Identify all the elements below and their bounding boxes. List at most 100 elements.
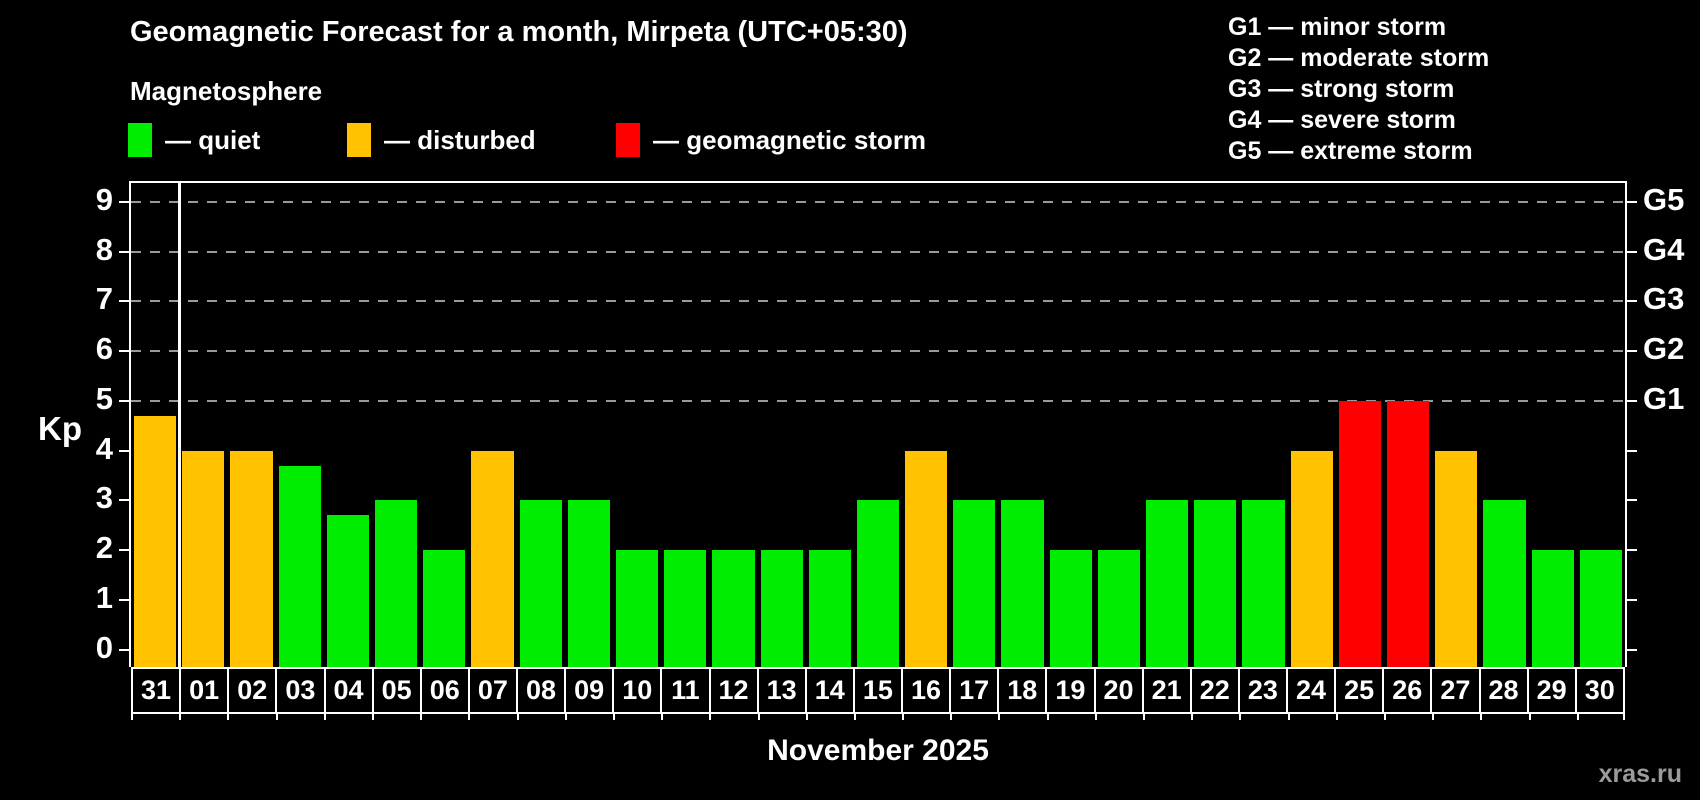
- legend-item-disturbed: — disturbed: [347, 122, 536, 158]
- g-level-label: G3: [1643, 281, 1685, 317]
- kp-bar-day-25: [1338, 400, 1382, 667]
- g-legend-line: G5 — extreme storm: [1228, 137, 1473, 165]
- y-tick-label: 2: [95, 530, 113, 566]
- gridline-kp5: [131, 399, 1625, 402]
- day-boundary-tick: [1094, 712, 1097, 720]
- kp-bar-day-27: [1435, 450, 1478, 667]
- day-boundary-tick: [902, 712, 905, 720]
- day-label: 13: [756, 667, 807, 714]
- kp-bar-day-16: [905, 450, 948, 667]
- kp-bar-day-20: [1097, 550, 1141, 667]
- day-boundary-tick: [612, 712, 615, 720]
- plot-area: 0 1 2 3 4 5 6 7 8 9 G1 G2 G3 G4 G5: [96, 181, 1684, 667]
- y-axis-tick: [119, 250, 131, 253]
- legend-swatch-quiet: [128, 123, 152, 157]
- day-label: 30: [1574, 667, 1625, 714]
- y-tick-label: 0: [95, 629, 113, 665]
- right-axis-tick: [1625, 200, 1637, 203]
- kp-bar-day-19: [1049, 550, 1092, 667]
- right-axis-tick: [1625, 499, 1637, 502]
- day-label: 01: [179, 667, 230, 714]
- kp-bar-day-07: [471, 450, 514, 667]
- day-label: 16: [901, 667, 952, 714]
- kp-bar-day-24: [1290, 450, 1333, 667]
- day-label: 09: [564, 667, 615, 714]
- y-tick-label: 3: [95, 480, 113, 516]
- day-boundary-tick: [1287, 712, 1290, 720]
- kp-bar-day-03: [278, 465, 321, 667]
- right-axis-tick: [1625, 648, 1637, 651]
- g-legend-line: G3 — strong storm: [1228, 75, 1455, 103]
- legend-item-storm: — geomagnetic storm: [616, 122, 926, 158]
- legend-label-disturbed: — disturbed: [384, 124, 536, 155]
- y-axis-title: Kp: [38, 410, 82, 447]
- day-boundary-tick: [1384, 712, 1387, 720]
- day-boundary-tick: [853, 712, 856, 720]
- y-axis-tick: [119, 350, 131, 353]
- right-axis-tick: [1625, 549, 1637, 552]
- day-boundary-tick: [661, 712, 664, 720]
- day-boundary-tick: [468, 712, 471, 720]
- day-label: 18: [997, 667, 1048, 714]
- chart-title: Geomagnetic Forecast for a month, Mirpet…: [130, 16, 908, 48]
- day-boundary-tick: [1335, 712, 1338, 720]
- y-tick-label: 9: [95, 181, 113, 217]
- day-boundary-tick: [805, 712, 808, 720]
- day-label: 12: [708, 667, 759, 714]
- kp-bar-day-12: [712, 550, 755, 667]
- day-boundary-tick: [131, 712, 133, 720]
- gridline-kp9: [131, 200, 1625, 203]
- day-boundary-tick: [1480, 712, 1483, 720]
- g-level-label: G4: [1643, 231, 1685, 267]
- y-tick-label: 8: [95, 231, 113, 267]
- y-axis-tick: [119, 648, 131, 651]
- day-boundary-tick: [371, 712, 374, 720]
- kp-bar-day-28: [1483, 500, 1526, 667]
- day-boundary-tick: [1623, 712, 1625, 720]
- day-label: 17: [949, 667, 1000, 714]
- day-boundary-tick: [179, 712, 182, 720]
- kp-bar-day-14: [808, 550, 851, 667]
- day-boundary-tick: [1528, 712, 1531, 720]
- y-tick-label: 7: [95, 281, 113, 317]
- day-label: 23: [1237, 667, 1288, 714]
- day-boundary-tick: [1239, 712, 1242, 720]
- day-label: 03: [275, 667, 326, 714]
- gridline-kp7: [131, 300, 1625, 303]
- day-boundary-tick: [227, 712, 230, 720]
- g-legend-line: G1 — minor storm: [1228, 13, 1447, 41]
- right-axis-tick: [1625, 449, 1637, 452]
- kp-bar-day-01: [182, 450, 225, 667]
- y-axis-tick: [119, 449, 131, 452]
- g-level-label: G5: [1643, 181, 1685, 217]
- kp-bar-day-13: [760, 550, 803, 667]
- right-axis-tick: [1625, 250, 1637, 253]
- day-label: 02: [227, 667, 278, 714]
- gridline-kp8: [131, 250, 1625, 253]
- day-boundary-tick: [709, 712, 712, 720]
- day-label: 05: [371, 667, 422, 714]
- kp-bar-day-10: [615, 550, 659, 667]
- legend-swatch-storm: [616, 123, 640, 157]
- y-tick-label: 6: [95, 331, 113, 367]
- day-label: 11: [660, 667, 711, 714]
- kp-bar-day-29: [1531, 550, 1574, 667]
- day-label: 20: [1093, 667, 1144, 714]
- x-axis-boundary-ticks: [131, 712, 1625, 721]
- day-boundary-tick: [950, 712, 953, 720]
- g-level-label: G2: [1643, 331, 1685, 367]
- y-axis-tick: [119, 549, 131, 552]
- y-axis-tick: [119, 598, 131, 601]
- y-tick-label: 5: [95, 380, 113, 416]
- day-label: 10: [612, 667, 663, 714]
- kp-bar-day-08: [519, 500, 562, 667]
- day-label: 26: [1382, 667, 1433, 714]
- kp-bar-day-26: [1387, 400, 1430, 667]
- day-label: 25: [1334, 667, 1385, 714]
- y-axis-tick: [119, 399, 131, 402]
- day-boundary-tick: [275, 712, 278, 720]
- kp-bar-day-11: [664, 550, 707, 667]
- kp-bar-day-23: [1242, 500, 1285, 667]
- kp-bar-day-02: [230, 450, 273, 667]
- right-axis-tick: [1625, 598, 1637, 601]
